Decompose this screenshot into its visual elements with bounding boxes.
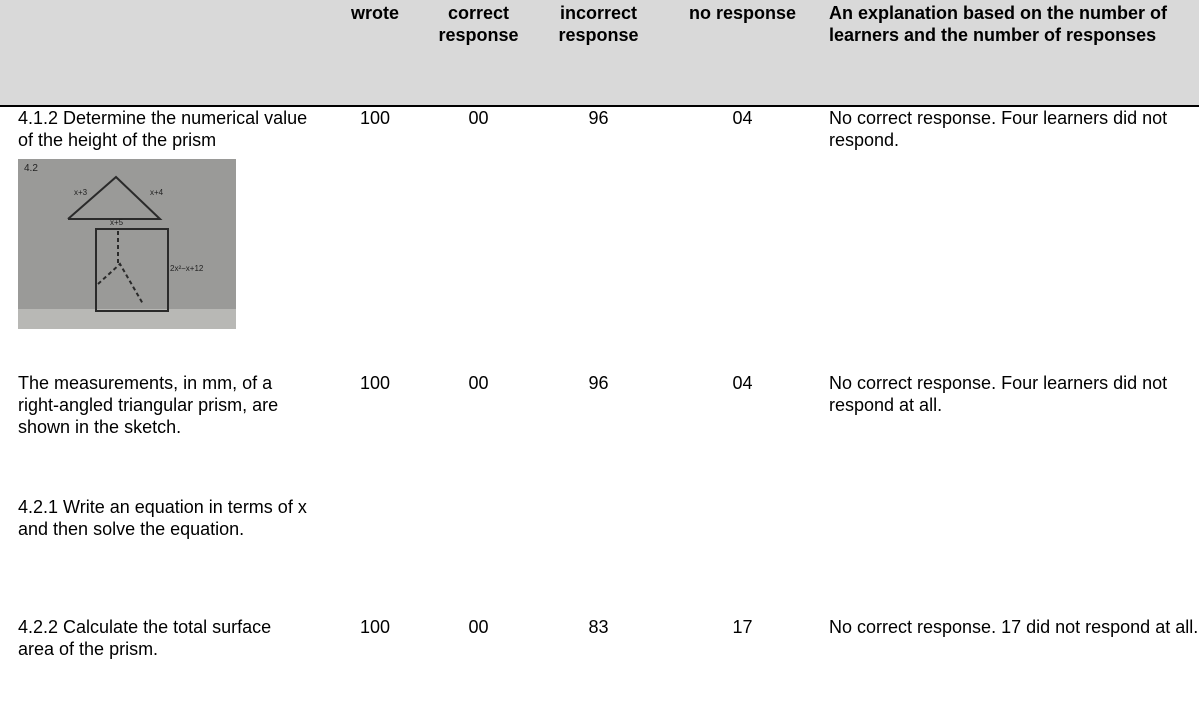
header-cell: correct response	[430, 0, 527, 106]
cell: 00	[430, 616, 527, 660]
sketch-label: x+4	[150, 188, 164, 197]
cell: 100	[320, 106, 430, 372]
question: The measurements, in mm, of a right-angl…	[18, 372, 310, 438]
sketch-label: x+5	[110, 218, 124, 227]
row: The measurements, in mm, of a right-angl…	[0, 372, 1199, 616]
question: 4.2.2 Calculate the total surface area o…	[18, 616, 310, 660]
cell: 83	[527, 616, 670, 660]
cell: 04	[670, 372, 815, 616]
cell: No correct response. Four learners did n…	[815, 372, 1199, 616]
cell: 04	[670, 106, 815, 372]
cell: 00	[430, 106, 527, 372]
header-cell: wrote	[320, 0, 430, 106]
question-cell: 4.1.2 Determine the numerical value of t…	[0, 106, 320, 372]
header-cell	[0, 0, 320, 106]
cell: 96	[527, 106, 670, 372]
row: 4.2.2 Calculate the total surface area o…	[0, 616, 1199, 660]
question: 4.2.1 Write an equation in terms of x an…	[18, 496, 310, 540]
header-cell: incorrect response	[527, 0, 670, 106]
cell: No correct response. Four learners did n…	[815, 106, 1199, 372]
cell: 17	[670, 616, 815, 660]
sketch-label: x+3	[74, 188, 88, 197]
question-cell: 4.2.2 Calculate the total surface area o…	[0, 616, 320, 660]
header-cell: no response	[670, 0, 815, 106]
cell: 100	[320, 616, 430, 660]
question: 4.1.2 Determine the numerical value of t…	[18, 107, 310, 151]
cell: 96	[527, 372, 670, 616]
cell: 100	[320, 372, 430, 616]
cell: 00	[430, 372, 527, 616]
header-row: wrote correct response incorrect respons…	[0, 0, 1199, 106]
header-cell: An explanation based on the number of le…	[815, 0, 1199, 106]
results-table: wrote correct response incorrect respons…	[0, 0, 1199, 660]
question-cell: The measurements, in mm, of a right-angl…	[0, 372, 320, 616]
sketch-label: 2x²−x+12	[170, 264, 204, 273]
prism-sketch: 4.2 x+3 x+4 x+5 2x²−x+12	[18, 159, 236, 329]
page: wrote correct response incorrect respons…	[0, 0, 1199, 707]
sketch-label: 4.2	[24, 163, 38, 174]
cell: No correct response. 17 did not respond …	[815, 616, 1199, 660]
row: 4.1.2 Determine the numerical value of t…	[0, 106, 1199, 372]
